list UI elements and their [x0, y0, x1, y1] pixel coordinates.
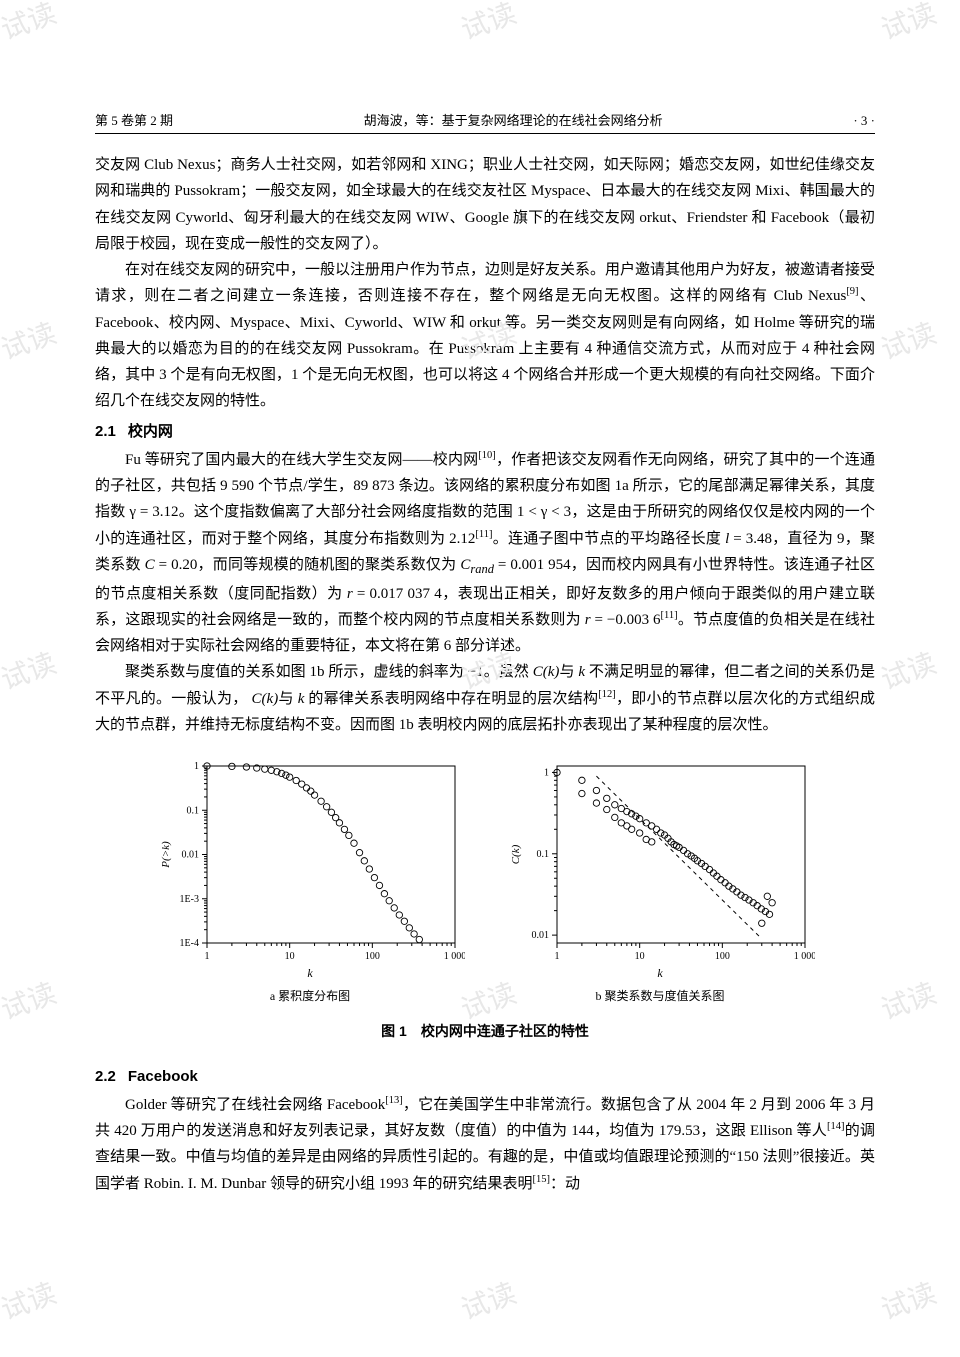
svg-text:1: 1 [194, 761, 199, 772]
text-run: = −0.003 6 [591, 612, 661, 628]
svg-text:1E-4: 1E-4 [180, 938, 199, 949]
header-issue: 第 5 卷第 2 期 [95, 110, 173, 129]
svg-text:100: 100 [715, 951, 730, 961]
svg-text:1: 1 [555, 951, 560, 961]
citation: [9] [846, 286, 858, 297]
citation: [12] [598, 689, 616, 700]
text-run: 在对在线交友网的研究中，一般以注册用户作为节点，边则是好友关系。用户邀请其他用户… [95, 262, 875, 304]
svg-text:0.01: 0.01 [532, 930, 550, 941]
citation: [15] [533, 1174, 551, 1185]
running-header: 第 5 卷第 2 期 胡海波，等：基于复杂网络理论的在线社会网络分析 · 3 · [95, 110, 875, 134]
text-run: = 0.20，而同等规模的随机图的聚类系数仅为 [155, 557, 457, 573]
citation: [11] [661, 610, 678, 621]
chart-b-caption: b 聚类系数与度值关系图 [505, 986, 815, 1007]
body-text: 交友网 Club Nexus；商务人士社交网，如若邻网和 XING；职业人士社交… [95, 152, 875, 1197]
section-title-text: Facebook [128, 1068, 198, 1085]
paragraph: 聚类系数与度值的关系如图 1b 所示，虚线的斜率为 −1。虽然 C(k)与 k … [95, 659, 875, 738]
svg-text:P(>k): P(>k) [160, 841, 172, 869]
svg-text:0.1: 0.1 [187, 805, 200, 816]
svg-text:100: 100 [365, 951, 380, 961]
watermark: 试读 [0, 642, 61, 699]
section-number: 2.2 [95, 1068, 116, 1085]
svg-text:1 000: 1 000 [444, 951, 465, 961]
citation: [13] [385, 1095, 403, 1106]
watermark: 试读 [0, 0, 61, 48]
section-heading: 2.1 校内网 [95, 419, 875, 445]
svg-text:1E-3: 1E-3 [180, 894, 199, 905]
chart-a-caption: a 累积度分布图 [155, 986, 465, 1007]
text-run: 的幂律关系表明网络中存在明显的层次结构 [304, 691, 598, 707]
figure-row: 1 10 100 1 000 1E-4 1E-3 0.01 0.1 1 P(>k) k a 累积度… [95, 756, 875, 1007]
page: 第 5 卷第 2 期 胡海波，等：基于复杂网络理论的在线社会网络分析 · 3 ·… [0, 0, 960, 1257]
text-run: 与 [278, 691, 294, 707]
symbol-Crand: Crand [460, 557, 494, 573]
section-title-text: 校内网 [128, 423, 173, 440]
svg-text:1 000: 1 000 [794, 951, 815, 961]
paragraph: 交友网 Club Nexus；商务人士社交网，如若邻网和 XING；职业人士社交… [95, 152, 875, 257]
text-run: Golder 等研究了在线社会网络 Facebook [125, 1097, 385, 1113]
text-run: 与 [559, 664, 574, 680]
text-run: Fu 等研究了国内最大的在线大学生交友网——校内网 [125, 452, 478, 468]
svg-text:1: 1 [205, 951, 210, 961]
chart-a-box: 1 10 100 1 000 1E-4 1E-3 0.01 0.1 1 P(>k) k a 累积度… [155, 756, 465, 1007]
watermark: 试读 [455, 0, 521, 48]
text-run: 交友网 Club Nexus；商务人士社交网，如若邻网和 XING；职业人士社交… [95, 157, 875, 252]
paragraph: Golder 等研究了在线社会网络 Facebook[13]，它在美国学生中非常… [95, 1092, 875, 1197]
citation: [11] [475, 529, 492, 540]
watermark: 试读 [875, 1272, 941, 1329]
text-run: 、Facebook、校内网、Myspace、Mixi、Cyworld、WIW 和… [95, 288, 875, 409]
svg-text:0.01: 0.01 [182, 850, 200, 861]
watermark: 试读 [0, 312, 61, 369]
chart-b-box: 1 10 100 1 000 0.01 0.1 1 C(k) k b 聚类系数与度值关系图 [505, 756, 815, 1007]
paragraph: Fu 等研究了国内最大的在线大学生交友网——校内网[10]，作者把该交友网看作无… [95, 447, 875, 660]
svg-text:10: 10 [635, 951, 645, 961]
paragraph: 在对在线交友网的研究中，一般以注册用户作为节点，边则是好友关系。用户邀请其他用户… [95, 257, 875, 415]
watermark: 试读 [875, 642, 941, 699]
citation: [10] [478, 450, 496, 461]
symbol-Ck: C(k) [533, 664, 560, 680]
svg-text:1: 1 [544, 768, 549, 779]
text-run: ：动 [550, 1176, 580, 1192]
section-heading: 2.2 Facebook [95, 1064, 875, 1090]
citation: [14] [827, 1121, 845, 1132]
chart-b-xlabel: k [505, 963, 815, 984]
symbol-C: C [145, 557, 155, 573]
watermark: 试读 [875, 972, 941, 1029]
watermark: 试读 [0, 972, 61, 1029]
chart-a-xlabel: k [155, 963, 465, 984]
watermark: 试读 [455, 1272, 521, 1329]
svg-text:10: 10 [285, 951, 295, 961]
section-number: 2.1 [95, 423, 116, 440]
svg-text:0.1: 0.1 [537, 849, 550, 860]
text-run: 聚类系数与度值的关系如图 1b 所示，虚线的斜率为 −1。虽然 [125, 664, 529, 680]
header-page-num: · 3 · [853, 113, 875, 129]
svg-text:C(k): C(k) [510, 845, 522, 865]
watermark: 试读 [875, 0, 941, 48]
header-title: 胡海波，等：基于复杂网络理论的在线社会网络分析 [173, 110, 853, 129]
watermark: 试读 [0, 1272, 61, 1329]
watermark: 试读 [875, 312, 941, 369]
text-run: 。连通子图中节点的平均路径长度 [493, 531, 722, 547]
figure-caption: 图 1 校内网中连通子社区的特性 [95, 1019, 875, 1044]
chart-a: 1 10 100 1 000 1E-4 1E-3 0.01 0.1 1 P(>k) [155, 756, 465, 961]
symbol-Ck: C(k) [252, 691, 279, 707]
chart-b: 1 10 100 1 000 0.01 0.1 1 C(k) [505, 756, 815, 961]
